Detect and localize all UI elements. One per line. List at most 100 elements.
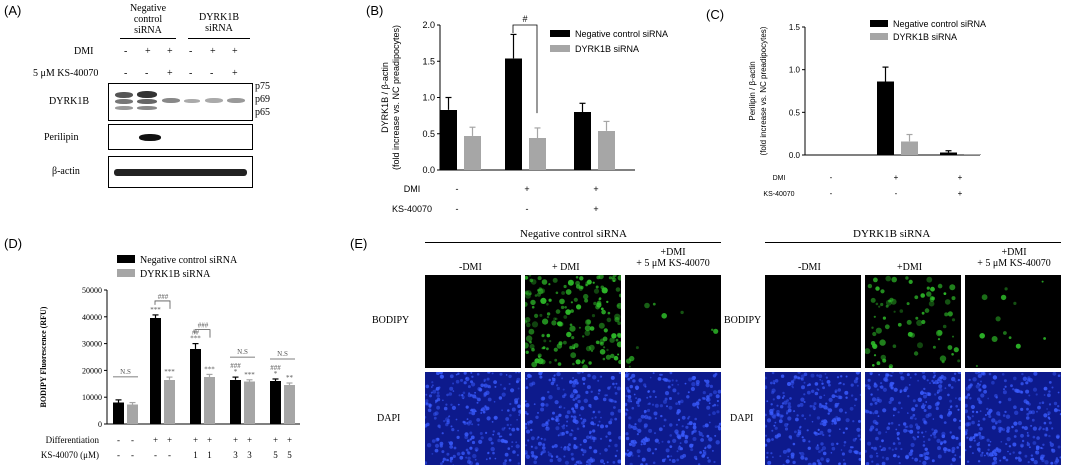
nucleus (906, 429, 909, 432)
nucleus (525, 450, 528, 455)
nucleus (434, 448, 439, 453)
nucleus (688, 377, 693, 382)
lipid-droplet (616, 302, 621, 309)
nucleus (882, 387, 887, 392)
nucleus (1020, 433, 1024, 438)
lipid-droplet (889, 297, 894, 302)
dapi-micrograph (525, 372, 621, 465)
nucleus (701, 396, 705, 400)
lipid-droplet (932, 345, 936, 349)
nucleus (917, 431, 920, 434)
diff-sign: + (167, 435, 172, 445)
nucleus (978, 383, 982, 386)
bar (505, 58, 522, 170)
nucleus (772, 398, 775, 401)
nucleus (991, 454, 994, 457)
nucleus (766, 456, 769, 459)
nucleus (1050, 461, 1054, 465)
nucleus (583, 398, 588, 403)
nucleus (803, 381, 806, 384)
nucleus (910, 449, 914, 453)
nucleus (779, 415, 783, 419)
lipid-droplet (909, 332, 915, 338)
bar (164, 379, 175, 424)
nucleus (463, 381, 467, 385)
nucleus (591, 417, 594, 420)
nucleus (485, 458, 488, 461)
nucleus (852, 420, 855, 423)
lipid-droplet (551, 320, 557, 326)
nucleus (819, 430, 824, 435)
nucleus (717, 426, 721, 431)
nucleus (951, 457, 956, 462)
nucleus (691, 382, 696, 387)
nucleus (592, 375, 597, 380)
nucleus (875, 463, 880, 465)
nucleus (992, 449, 997, 454)
nucleus (979, 427, 983, 431)
nucleus (464, 432, 469, 437)
nucleus (708, 421, 711, 424)
nucleus (545, 426, 548, 429)
nucleus (676, 458, 680, 462)
nucleus (977, 397, 981, 401)
nucleus (574, 405, 579, 409)
nucleus (714, 434, 717, 437)
nucleus (588, 462, 592, 465)
nucleus (1014, 429, 1018, 433)
nucleus (670, 455, 673, 458)
nucleus (425, 399, 429, 403)
nucleus (517, 462, 520, 465)
nucleus (907, 395, 910, 398)
nucleus (592, 411, 595, 414)
nucleus (891, 372, 894, 374)
lipid-droplet (584, 298, 589, 303)
nucleus (1030, 424, 1033, 427)
lipid-droplet (588, 361, 592, 365)
nucleus (787, 416, 792, 421)
lipid-droplet (652, 302, 656, 306)
nucleus (646, 447, 652, 452)
nucleus (654, 432, 656, 435)
bar (440, 109, 457, 170)
nucleus (612, 461, 616, 464)
nucleus (677, 400, 681, 404)
nucleus (560, 446, 563, 449)
nucleus (572, 377, 575, 379)
nucleus (980, 453, 984, 457)
nucleus (452, 390, 455, 392)
nucleus (634, 423, 637, 426)
nucleus (525, 454, 530, 459)
nucleus (975, 384, 980, 389)
nucleus (706, 456, 709, 459)
nucleus (609, 398, 613, 403)
lipid-droplet (606, 348, 609, 352)
lipid-droplet (618, 293, 621, 298)
nucleus (539, 375, 543, 379)
nucleus (517, 387, 520, 390)
nucleus (565, 430, 569, 434)
nucleus (800, 397, 805, 402)
lipid-droplet (564, 306, 567, 309)
nucleus (515, 444, 520, 449)
nucleus (1017, 421, 1022, 426)
nucleus (910, 442, 915, 448)
nucleus (558, 406, 561, 409)
nucleus (571, 457, 575, 461)
nucleus (811, 420, 814, 423)
lipid-droplet (548, 283, 551, 286)
nucleus (923, 394, 927, 399)
lipid-droplet (571, 336, 575, 340)
nucleus (449, 386, 454, 391)
nucleus (669, 372, 673, 375)
bar (529, 138, 546, 170)
bar (464, 135, 481, 170)
nucleus (926, 379, 929, 382)
nucleus (565, 425, 568, 427)
nucleus (943, 447, 947, 452)
nucleus (487, 451, 490, 454)
nucleus (900, 447, 903, 451)
nucleus (669, 397, 672, 400)
lipid-droplet (583, 293, 589, 300)
lipid-droplet (557, 321, 563, 327)
